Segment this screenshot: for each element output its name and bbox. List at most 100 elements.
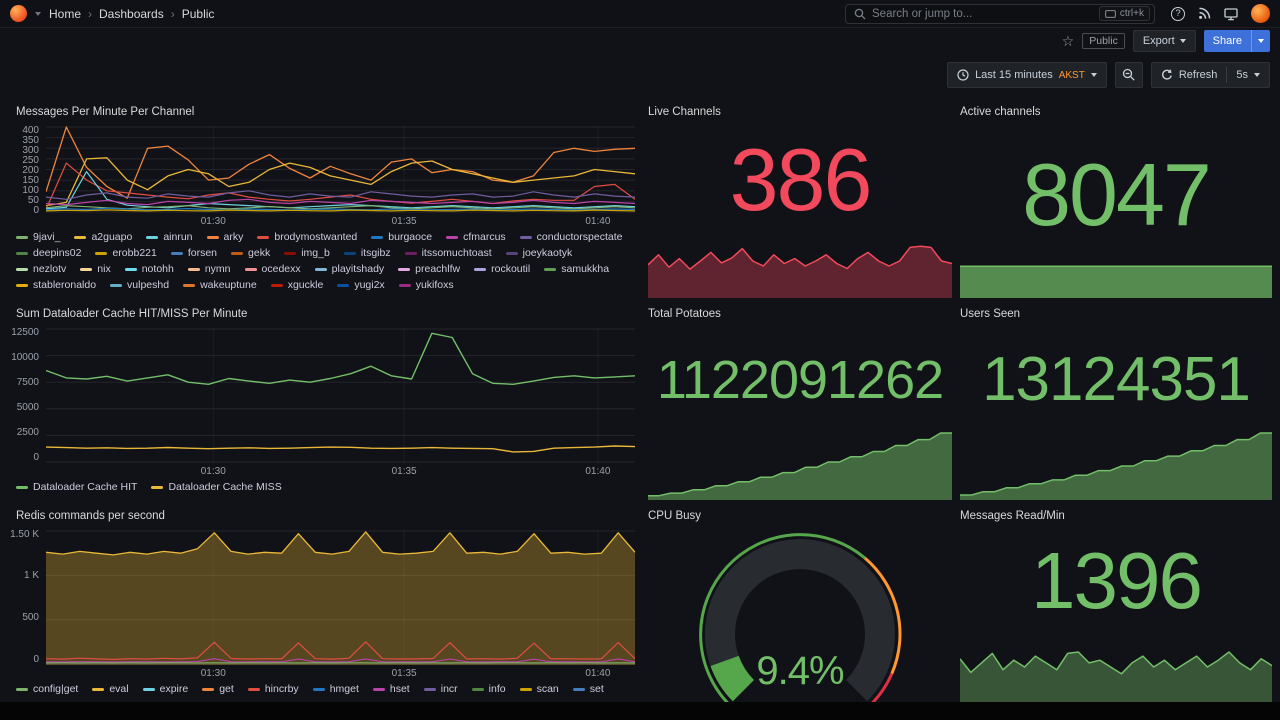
- legend-item[interactable]: get: [202, 683, 234, 696]
- legend-item[interactable]: hset: [372, 683, 410, 696]
- legend-item[interactable]: playitshady: [314, 263, 384, 276]
- grafana-logo[interactable]: [10, 5, 27, 22]
- redis-chart[interactable]: [46, 529, 635, 665]
- zoom-out-button[interactable]: [1114, 62, 1143, 88]
- legend-item[interactable]: vulpeshd: [110, 279, 169, 292]
- time-range-label: Last 15 minutes: [975, 69, 1053, 81]
- legend-item[interactable]: cfmarcus: [446, 231, 506, 244]
- legend-item[interactable]: nix: [80, 263, 111, 276]
- legend-label: scan: [536, 682, 559, 695]
- panel-title[interactable]: Messages Read/Min: [960, 510, 1065, 522]
- legend-item[interactable]: scan: [519, 682, 559, 696]
- legend-swatch: [519, 687, 532, 691]
- legend-item[interactable]: erobb221: [95, 247, 157, 260]
- legend-label: info: [488, 682, 506, 695]
- legend-item[interactable]: arky: [206, 231, 243, 244]
- messages-chart[interactable]: [46, 125, 635, 213]
- time-controls-bar: Last 15 minutes AKST Refresh 5s: [0, 54, 1280, 96]
- panel-active-channels: Active channels 8047: [960, 96, 1272, 298]
- breadcrumb-dashboards[interactable]: Dashboards: [99, 6, 164, 21]
- legend-item[interactable]: conductorspectate: [519, 231, 622, 244]
- legend-item[interactable]: nymn: [187, 263, 231, 276]
- x-tick-label: 01:35: [391, 465, 417, 477]
- legend-item[interactable]: Dataloader Cache HIT: [16, 481, 137, 494]
- legend-item[interactable]: itssomuchtoast: [404, 247, 492, 260]
- user-avatar[interactable]: [1251, 4, 1270, 23]
- legend-item[interactable]: ainrun: [146, 231, 193, 244]
- search-shortcut-label: ctrl+k: [1119, 8, 1144, 19]
- help-icon[interactable]: ?: [1171, 6, 1185, 21]
- legend-item[interactable]: expire: [142, 683, 188, 696]
- org-switcher-caret-icon[interactable]: [35, 11, 41, 16]
- legend-item[interactable]: nezlotv: [16, 263, 66, 276]
- news-rss-icon[interactable]: [1198, 7, 1211, 20]
- legend-item[interactable]: hmget: [312, 683, 359, 696]
- panel-title[interactable]: Messages Per Minute Per Channel: [16, 106, 195, 118]
- legend-item[interactable]: eval: [92, 682, 129, 696]
- legend-label: get: [219, 682, 234, 695]
- breadcrumb-public[interactable]: Public: [181, 6, 215, 21]
- panel-title[interactable]: Redis commands per second: [16, 510, 165, 522]
- dataloader-legend: Dataloader Cache HIT Dataloader Cache MIS…: [8, 479, 640, 500]
- time-range-picker[interactable]: Last 15 minutes AKST: [947, 62, 1107, 88]
- legend-label: brodymostwanted: [274, 230, 358, 243]
- legend-label: eval: [109, 682, 129, 695]
- panel-title[interactable]: Sum Dataloader Cache HIT/MISS Per Minute: [16, 308, 248, 320]
- legend-swatch: [505, 251, 518, 255]
- panel-title[interactable]: Live Channels: [648, 106, 721, 118]
- legend-item[interactable]: itsgibz: [343, 247, 391, 260]
- breadcrumb-home[interactable]: Home: [49, 6, 82, 21]
- legend-item[interactable]: incr: [423, 683, 458, 696]
- legend-label: config|get: [33, 682, 79, 695]
- legend-item[interactable]: notohh: [124, 262, 174, 276]
- legend-item[interactable]: deepins02: [16, 247, 81, 260]
- refresh-button[interactable]: Refresh: [1178, 69, 1218, 81]
- legend-item[interactable]: ocedexx: [244, 263, 301, 276]
- export-button[interactable]: Export: [1132, 30, 1196, 52]
- legend-item[interactable]: xguckle: [270, 279, 323, 292]
- legend-item[interactable]: burgaoce: [371, 231, 432, 244]
- legend-item[interactable]: joeykaotyk: [505, 247, 572, 260]
- legend-item[interactable]: samukkha: [544, 263, 609, 276]
- legend-item[interactable]: img_b: [284, 247, 330, 260]
- legend-item[interactable]: yukifoxs: [398, 279, 454, 292]
- legend-item[interactable]: hincrby: [247, 682, 299, 696]
- legend-item[interactable]: a2guapo: [74, 231, 132, 244]
- share-dropdown-toggle[interactable]: [1251, 30, 1270, 52]
- x-axis: 01:30 01:35 01:40: [46, 665, 635, 681]
- legend-swatch: [270, 283, 283, 287]
- chevron-down-icon: [1179, 39, 1186, 43]
- panel-title[interactable]: Active channels: [960, 106, 1041, 118]
- zoom-out-icon: [1122, 68, 1135, 81]
- x-tick-label: 01:30: [200, 215, 226, 227]
- favorite-star-icon[interactable]: ☆: [1061, 33, 1075, 49]
- legend-item[interactable]: rockoutil: [474, 263, 530, 276]
- panel-title[interactable]: Users Seen: [960, 308, 1021, 320]
- panel-dataloader-cache: Sum Dataloader Cache HIT/MISS Per Minute…: [8, 298, 640, 500]
- legend-item[interactable]: brodymostwanted: [257, 231, 357, 244]
- legend-swatch: [74, 235, 87, 239]
- legend-item[interactable]: 9javi_: [16, 231, 60, 244]
- panel-title[interactable]: Total Potatoes: [648, 308, 721, 320]
- legend-item[interactable]: yugi2x: [337, 279, 385, 292]
- panel-title[interactable]: CPU Busy: [648, 510, 702, 522]
- legend-item[interactable]: wakeuptune: [183, 279, 257, 292]
- share-button[interactable]: Share: [1203, 30, 1270, 52]
- monitor-icon[interactable]: [1224, 7, 1238, 21]
- legend-item[interactable]: config|get: [16, 683, 78, 696]
- messages-read-sparkline: [960, 632, 1272, 702]
- legend-item[interactable]: info: [471, 682, 506, 696]
- legend-label: notohh: [141, 262, 174, 275]
- legend-item[interactable]: stableronaldo: [16, 279, 96, 292]
- legend-item[interactable]: forsen: [170, 247, 217, 260]
- legend-item[interactable]: preachlfw: [398, 263, 460, 276]
- legend-item[interactable]: set: [572, 683, 604, 696]
- panel-total-potatoes: Total Potatoes 1122091262: [648, 298, 952, 500]
- dataloader-chart[interactable]: [46, 327, 635, 463]
- search-input[interactable]: Search or jump to... ctrl+k: [845, 3, 1155, 24]
- refresh-interval-value[interactable]: 5s: [1236, 69, 1248, 81]
- legend-label: hincrby: [264, 682, 299, 695]
- legend-item[interactable]: gekk: [231, 247, 270, 260]
- legend-item[interactable]: Dataloader Cache MISS: [151, 481, 282, 494]
- refresh-icon[interactable]: [1161, 69, 1173, 81]
